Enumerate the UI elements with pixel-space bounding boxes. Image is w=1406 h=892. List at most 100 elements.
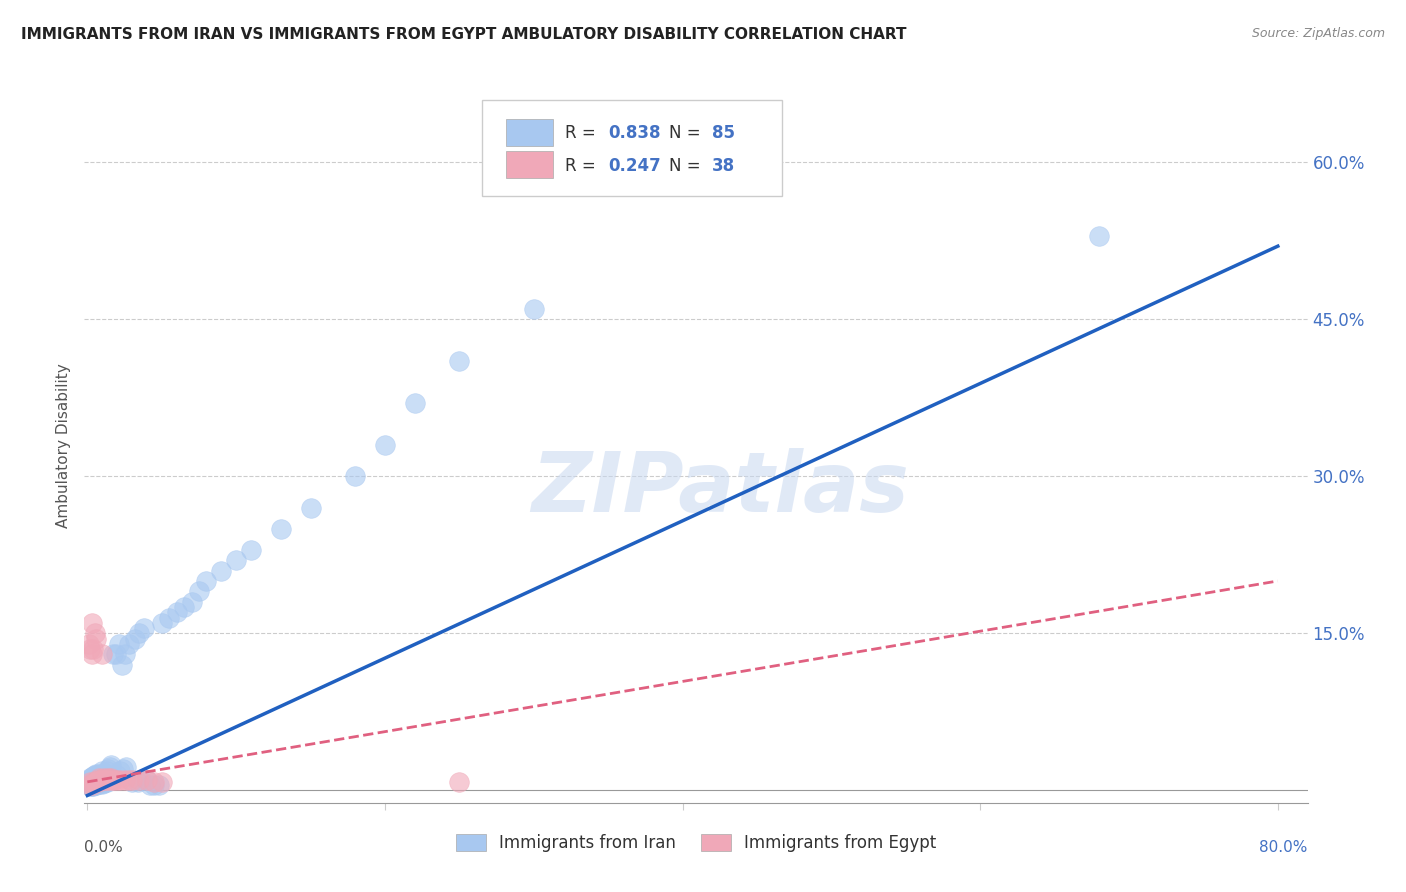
- Point: [100, 771, 122, 785]
- Text: N =: N =: [669, 124, 706, 142]
- Point: [93, 771, 115, 785]
- Point: [90, 776, 112, 790]
- Point: [84, 778, 107, 792]
- Point: [104, 647, 127, 661]
- Legend: Immigrants from Iran, Immigrants from Egypt: Immigrants from Iran, Immigrants from Eg…: [449, 827, 943, 859]
- Point: [82, 776, 104, 790]
- Point: [77, 775, 100, 789]
- Point: [148, 778, 170, 792]
- Point: [87, 767, 110, 781]
- Point: [180, 595, 202, 609]
- Point: [118, 637, 141, 651]
- Point: [83, 775, 105, 789]
- Text: N =: N =: [669, 157, 706, 175]
- Point: [96, 775, 118, 789]
- Point: [83, 767, 105, 781]
- Point: [121, 772, 143, 787]
- Point: [77, 637, 100, 651]
- Point: [79, 779, 101, 793]
- Point: [79, 775, 101, 789]
- Text: 0.0%: 0.0%: [84, 840, 124, 855]
- Point: [108, 772, 131, 787]
- Point: [135, 772, 157, 787]
- FancyBboxPatch shape: [482, 100, 782, 196]
- Point: [107, 637, 129, 651]
- Point: [87, 772, 110, 787]
- Text: R =: R =: [565, 157, 602, 175]
- Point: [91, 772, 114, 787]
- Point: [108, 764, 131, 779]
- Point: [79, 777, 101, 791]
- Point: [94, 775, 117, 789]
- Point: [97, 773, 120, 788]
- Point: [83, 775, 105, 789]
- Point: [84, 771, 107, 785]
- Point: [523, 301, 546, 316]
- Point: [79, 771, 101, 785]
- Point: [101, 647, 124, 661]
- Point: [139, 778, 162, 792]
- Point: [91, 764, 114, 779]
- Point: [121, 775, 143, 789]
- Point: [82, 772, 104, 787]
- Point: [93, 776, 115, 790]
- Point: [110, 657, 132, 672]
- Point: [96, 764, 118, 779]
- Point: [195, 574, 218, 588]
- Point: [124, 632, 146, 646]
- Point: [270, 522, 292, 536]
- Point: [83, 778, 105, 792]
- Y-axis label: Ambulatory Disability: Ambulatory Disability: [56, 364, 72, 528]
- Point: [89, 772, 111, 787]
- Point: [79, 642, 101, 657]
- Point: [344, 469, 367, 483]
- Text: 38: 38: [711, 157, 735, 175]
- Point: [115, 760, 138, 774]
- Point: [128, 772, 150, 787]
- Point: [80, 615, 103, 630]
- Point: [80, 776, 103, 790]
- Point: [449, 354, 471, 368]
- Point: [118, 772, 141, 787]
- Text: 0.838: 0.838: [607, 124, 661, 142]
- Point: [77, 778, 100, 792]
- Point: [105, 767, 128, 781]
- Point: [132, 621, 155, 635]
- Point: [89, 766, 111, 780]
- Point: [80, 778, 103, 792]
- Point: [87, 775, 110, 789]
- Point: [84, 632, 107, 646]
- Point: [91, 647, 114, 661]
- Point: [79, 773, 101, 788]
- Point: [240, 542, 263, 557]
- Point: [449, 775, 471, 789]
- Point: [166, 606, 188, 620]
- Point: [97, 762, 120, 776]
- Point: [100, 758, 122, 772]
- Point: [143, 778, 166, 792]
- Point: [404, 396, 426, 410]
- Point: [143, 775, 166, 789]
- Point: [1088, 228, 1111, 243]
- Point: [83, 772, 105, 786]
- FancyBboxPatch shape: [506, 152, 553, 178]
- Point: [150, 615, 173, 630]
- Point: [98, 772, 121, 787]
- Point: [82, 642, 104, 657]
- Point: [93, 769, 115, 783]
- Point: [187, 584, 209, 599]
- Point: [96, 772, 118, 787]
- Point: [374, 438, 396, 452]
- Point: [299, 500, 322, 515]
- Point: [89, 777, 111, 791]
- Point: [225, 553, 247, 567]
- Point: [157, 610, 180, 624]
- Point: [100, 772, 122, 787]
- Point: [87, 772, 110, 787]
- Text: IMMIGRANTS FROM IRAN VS IMMIGRANTS FROM EGYPT AMBULATORY DISABILITY CORRELATION : IMMIGRANTS FROM IRAN VS IMMIGRANTS FROM …: [21, 27, 907, 42]
- Point: [112, 762, 135, 776]
- Point: [80, 772, 103, 787]
- Point: [80, 770, 103, 784]
- Point: [80, 647, 103, 661]
- Text: 85: 85: [711, 124, 735, 142]
